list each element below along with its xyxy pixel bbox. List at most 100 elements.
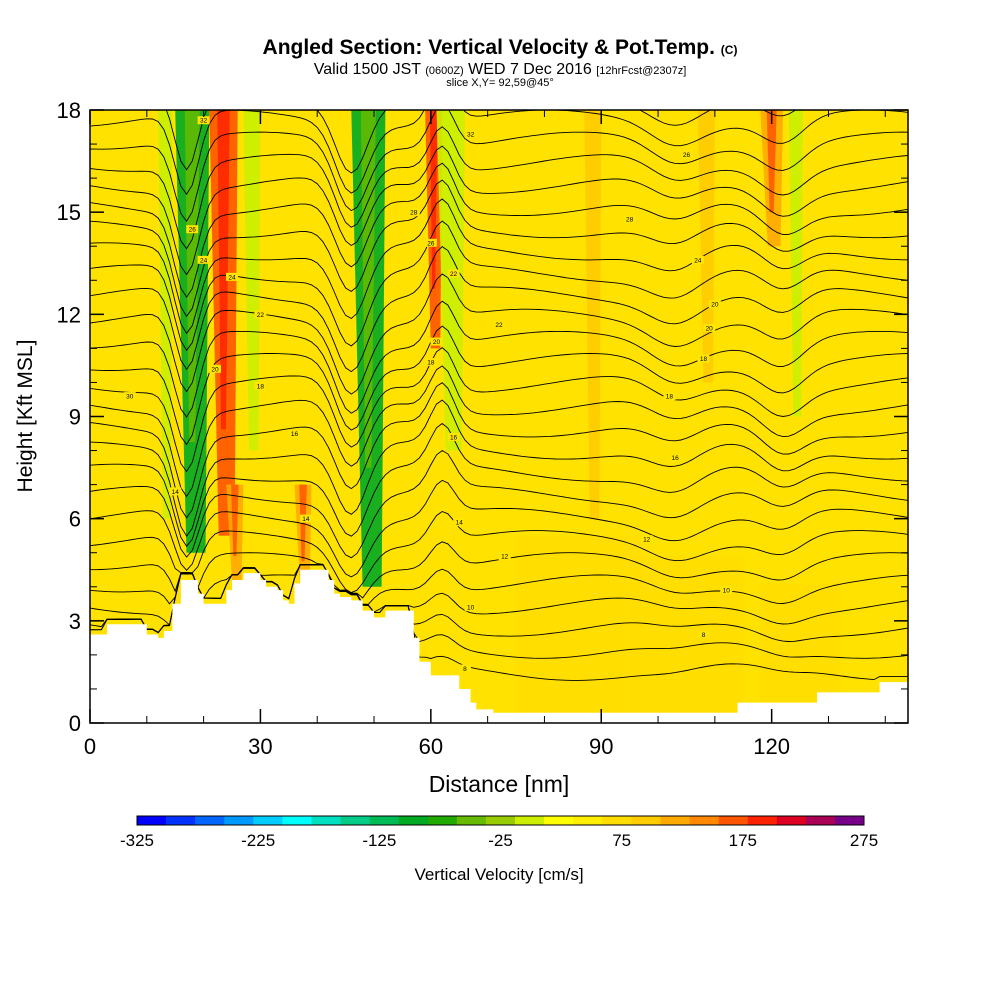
isentrope-line [90, 382, 908, 519]
contour-label-bg [680, 150, 693, 159]
isentrope-line [90, 510, 908, 594]
x-tick-label: 60 [419, 734, 443, 759]
contour-label: 16 [291, 431, 299, 438]
isentrope-line [90, 126, 908, 250]
colorbar-swatch [369, 816, 400, 825]
contour-label-bg [208, 364, 221, 373]
contour-label: 16 [671, 455, 679, 462]
contour-label-bg [640, 535, 653, 544]
chart-title: Angled Section: Vertical Velocity & Pot.… [262, 36, 738, 59]
downdraft-column-core [162, 110, 169, 417]
updraft-column-core [702, 110, 711, 315]
contour-label-bg [424, 238, 437, 247]
updraft-column-core [217, 110, 230, 430]
contour-label: 20 [211, 366, 219, 373]
downdraft-column-core [360, 110, 376, 468]
colorbar-label: Vertical Velocity [cm/s] [414, 865, 583, 884]
contour-label-bg [447, 432, 460, 441]
y-tick-label: 3 [69, 609, 81, 634]
contour-label: 26 [427, 240, 435, 247]
plot-area: 30 32 32 26 26 28 26 28 24 24 24 22 22 22 20 20 20 20 18 18… [89, 109, 909, 724]
contour-label: 18 [427, 360, 435, 367]
updraft-column-core [766, 110, 777, 213]
colorbar-swatch [137, 816, 167, 825]
colorbar-swatch [166, 816, 196, 825]
isentrope-line [90, 246, 908, 373]
isentrope-line [90, 422, 908, 547]
velocity-patch [629, 556, 744, 713]
contour-label-bg [498, 552, 511, 561]
isentrope-line [90, 145, 908, 276]
updraft-column-core [588, 110, 597, 417]
y-tick-label: 0 [69, 711, 81, 736]
contour-label: 18 [666, 394, 674, 401]
contour-label: 8 [463, 666, 467, 673]
contour-label-bg [288, 429, 301, 438]
contour-label-bg [697, 630, 710, 639]
isentrope-line [90, 564, 908, 605]
isentrope-line [90, 325, 908, 446]
x-tick-label: 120 [753, 734, 790, 759]
downdraft-column-core [184, 110, 200, 443]
isentrope-line [90, 179, 908, 318]
contour-label: 12 [643, 537, 651, 544]
contour-label-bg [623, 214, 636, 223]
colorbar-swatch [253, 816, 283, 825]
isentrope-line [90, 347, 908, 473]
colorbar-swatch [747, 816, 778, 825]
y-tick-label: 6 [69, 507, 81, 532]
contour-label-bg [720, 586, 733, 595]
colorbar-tick-label: -125 [362, 831, 396, 850]
contour-label-bg [663, 392, 676, 401]
contour-labels: 30 32 32 26 26 28 26 28 24 24 24 22 22 22 20 20 20 20 18 18… [123, 116, 733, 673]
isentrope-line [90, 399, 908, 537]
colorbar-swatch [631, 816, 661, 825]
contour-label-bg [254, 310, 267, 319]
velocity-patch [516, 535, 642, 713]
contour-label: 20 [706, 325, 714, 332]
colorbar-swatch [282, 816, 312, 825]
colorbar-frame [136, 815, 865, 826]
colorbar-tick-label: -25 [488, 831, 513, 850]
colorbar-swatch [485, 816, 516, 825]
contour-label: 32 [200, 118, 208, 125]
isentrope-line [90, 449, 908, 559]
colorbar-swatch [602, 816, 632, 825]
colorbar-swatch [573, 816, 603, 825]
isentrope-line [90, 273, 908, 395]
colorbar-swatch [776, 816, 807, 825]
contour-label-bg [254, 381, 267, 390]
y-tick-label: 15 [57, 200, 81, 225]
colorbar-swatch [660, 816, 690, 825]
colorbar-swatch [311, 816, 341, 825]
contour-label: 30 [126, 394, 134, 401]
vertical-velocity-field [158, 110, 840, 713]
colorbar: -325 -225 -125 -25 75 175 275 [120, 815, 878, 850]
contour-label-bg [493, 320, 505, 329]
contour-label: 14 [456, 520, 464, 527]
contour-label: 28 [410, 210, 418, 217]
isentrope-line [90, 162, 908, 298]
x-tick-label: 90 [589, 734, 613, 759]
colorbar-swatch [224, 816, 254, 825]
contour-label: 20 [433, 339, 441, 346]
x-axis-label: Distance [nm] [429, 771, 570, 797]
contour-label-bg [669, 453, 682, 462]
contour-label-bg [447, 269, 460, 278]
colorbar-swatch [718, 816, 748, 825]
contour-label: 12 [501, 554, 509, 561]
colorbar-tick-label: 175 [729, 831, 757, 850]
colorbar-swatch [805, 816, 836, 825]
slice-label: slice X,Y= 92,59@45° [446, 77, 554, 89]
contour-label: 22 [495, 322, 503, 329]
colorbar-swatch [834, 816, 865, 825]
y-tick-label: 18 [57, 98, 81, 123]
contour-label: 10 [467, 605, 475, 612]
contour-label: 22 [257, 312, 265, 319]
contour-label-bg [453, 518, 466, 527]
contour-label: 20 [711, 302, 719, 309]
downdraft-column-core [792, 110, 799, 340]
isentrope-line [90, 300, 908, 418]
x-tick-label: 30 [248, 734, 272, 759]
